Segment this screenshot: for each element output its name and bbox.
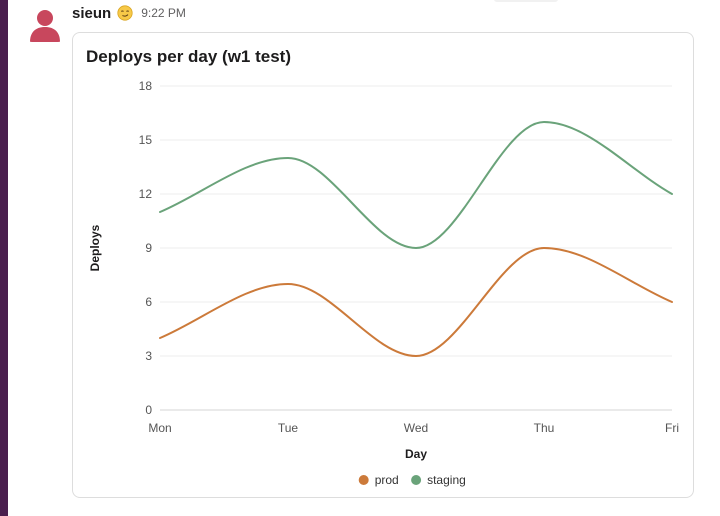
x-axis-title: Day [405,447,427,461]
user-avatar-icon [30,10,60,42]
series-line-prod [159,246,673,358]
y-tick-label: 9 [145,241,152,255]
message-hover-hint [494,0,558,2]
y-tick-label: 0 [145,403,152,417]
legend-swatch-staging [411,475,422,485]
y-tick-label: 3 [145,349,152,363]
chart-card: Deploys per day (w1 test) 0 3 6 9 12 15 18 Mon… [72,32,694,498]
y-tick-label: 12 [139,187,153,201]
smirk-face-icon[interactable] [117,5,133,21]
y-tick-label: 15 [139,133,153,147]
x-tick-label: Mon [148,421,171,435]
x-tick-label: Tue [278,421,299,435]
y-axis-title: Deploys [88,224,102,271]
x-tick-label: Thu [534,421,555,435]
sidebar-strip [0,0,8,516]
legend-label-prod[interactable]: prod [375,473,399,487]
y-tick-label: 18 [139,79,153,93]
line-chart: 0 3 6 9 12 15 18 Mon Tue Wed Thu Fri Deploys Day p… [88,79,679,487]
message-timestamp[interactable]: 9:22 PM [141,6,186,20]
series-line-staging [159,120,673,250]
legend-swatch-prod [358,475,369,485]
message-header: sieun 9:22 PM [72,3,186,23]
y-tick-label: 6 [145,295,152,309]
avatar[interactable] [26,4,64,42]
chart-title: Deploys per day (w1 test) [86,47,292,66]
x-tick-label: Wed [404,421,428,435]
x-tick-label: Fri [665,421,679,435]
legend-label-staging[interactable]: staging [427,473,466,487]
username[interactable]: sieun [72,4,112,22]
